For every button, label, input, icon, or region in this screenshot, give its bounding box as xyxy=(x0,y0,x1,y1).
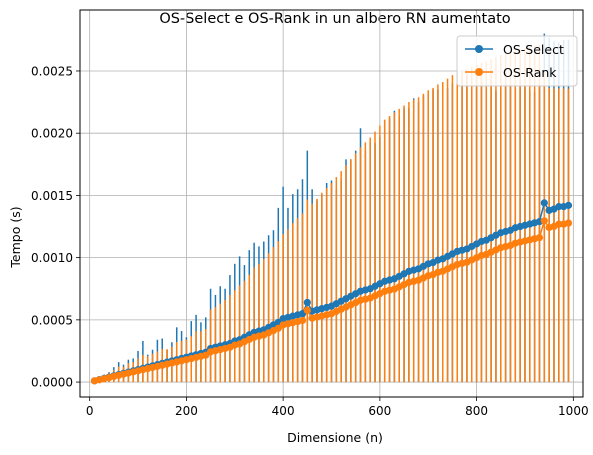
data-point xyxy=(303,306,311,314)
x-tick-label: 0 xyxy=(86,404,94,418)
legend-swatch-marker-1 xyxy=(475,68,483,76)
x-tick-label: 600 xyxy=(368,404,391,418)
x-tick-label: 200 xyxy=(175,404,198,418)
legend-label-1: OS-Rank xyxy=(503,65,557,80)
x-axis-label: Dimensione (n) xyxy=(287,430,383,445)
y-tick-label: 0.0005 xyxy=(31,313,73,327)
data-point xyxy=(564,201,573,209)
error-bars-series-1 xyxy=(93,44,570,383)
x-tick-label: 800 xyxy=(465,404,488,418)
points-series-1 xyxy=(90,217,573,385)
x-tick-label: 400 xyxy=(272,404,295,418)
plot-frame xyxy=(79,9,584,398)
y-axis-ticks: 0.0000 0.0005 0.0010 0.0015 0.0020 0.0025 xyxy=(31,64,80,390)
y-tick-label: 0.0020 xyxy=(31,127,73,141)
legend-swatch-marker-0 xyxy=(475,45,483,53)
data-point xyxy=(535,233,544,242)
error-bars xyxy=(93,33,570,383)
y-axis-label: Tempo (s) xyxy=(8,206,23,268)
data-points xyxy=(90,199,573,385)
data-point xyxy=(564,219,573,227)
legend: OS-Select OS-Rank xyxy=(456,35,578,87)
legend-label-0: OS-Select xyxy=(503,42,564,57)
data-point xyxy=(540,199,548,207)
x-axis-ticks: 0 200 400 600 800 1000 xyxy=(86,397,589,418)
chart-title: OS-Select e OS-Rank in un albero RN aume… xyxy=(159,11,510,27)
data-point xyxy=(298,316,307,325)
data-point xyxy=(540,217,548,225)
y-tick-label: 0.0015 xyxy=(31,189,73,203)
x-tick-label: 1000 xyxy=(558,404,589,418)
data-point xyxy=(303,298,311,307)
y-tick-label: 0.0025 xyxy=(31,64,73,78)
y-tick-label: 0.0000 xyxy=(31,376,73,390)
y-tick-label: 0.0010 xyxy=(31,251,73,265)
